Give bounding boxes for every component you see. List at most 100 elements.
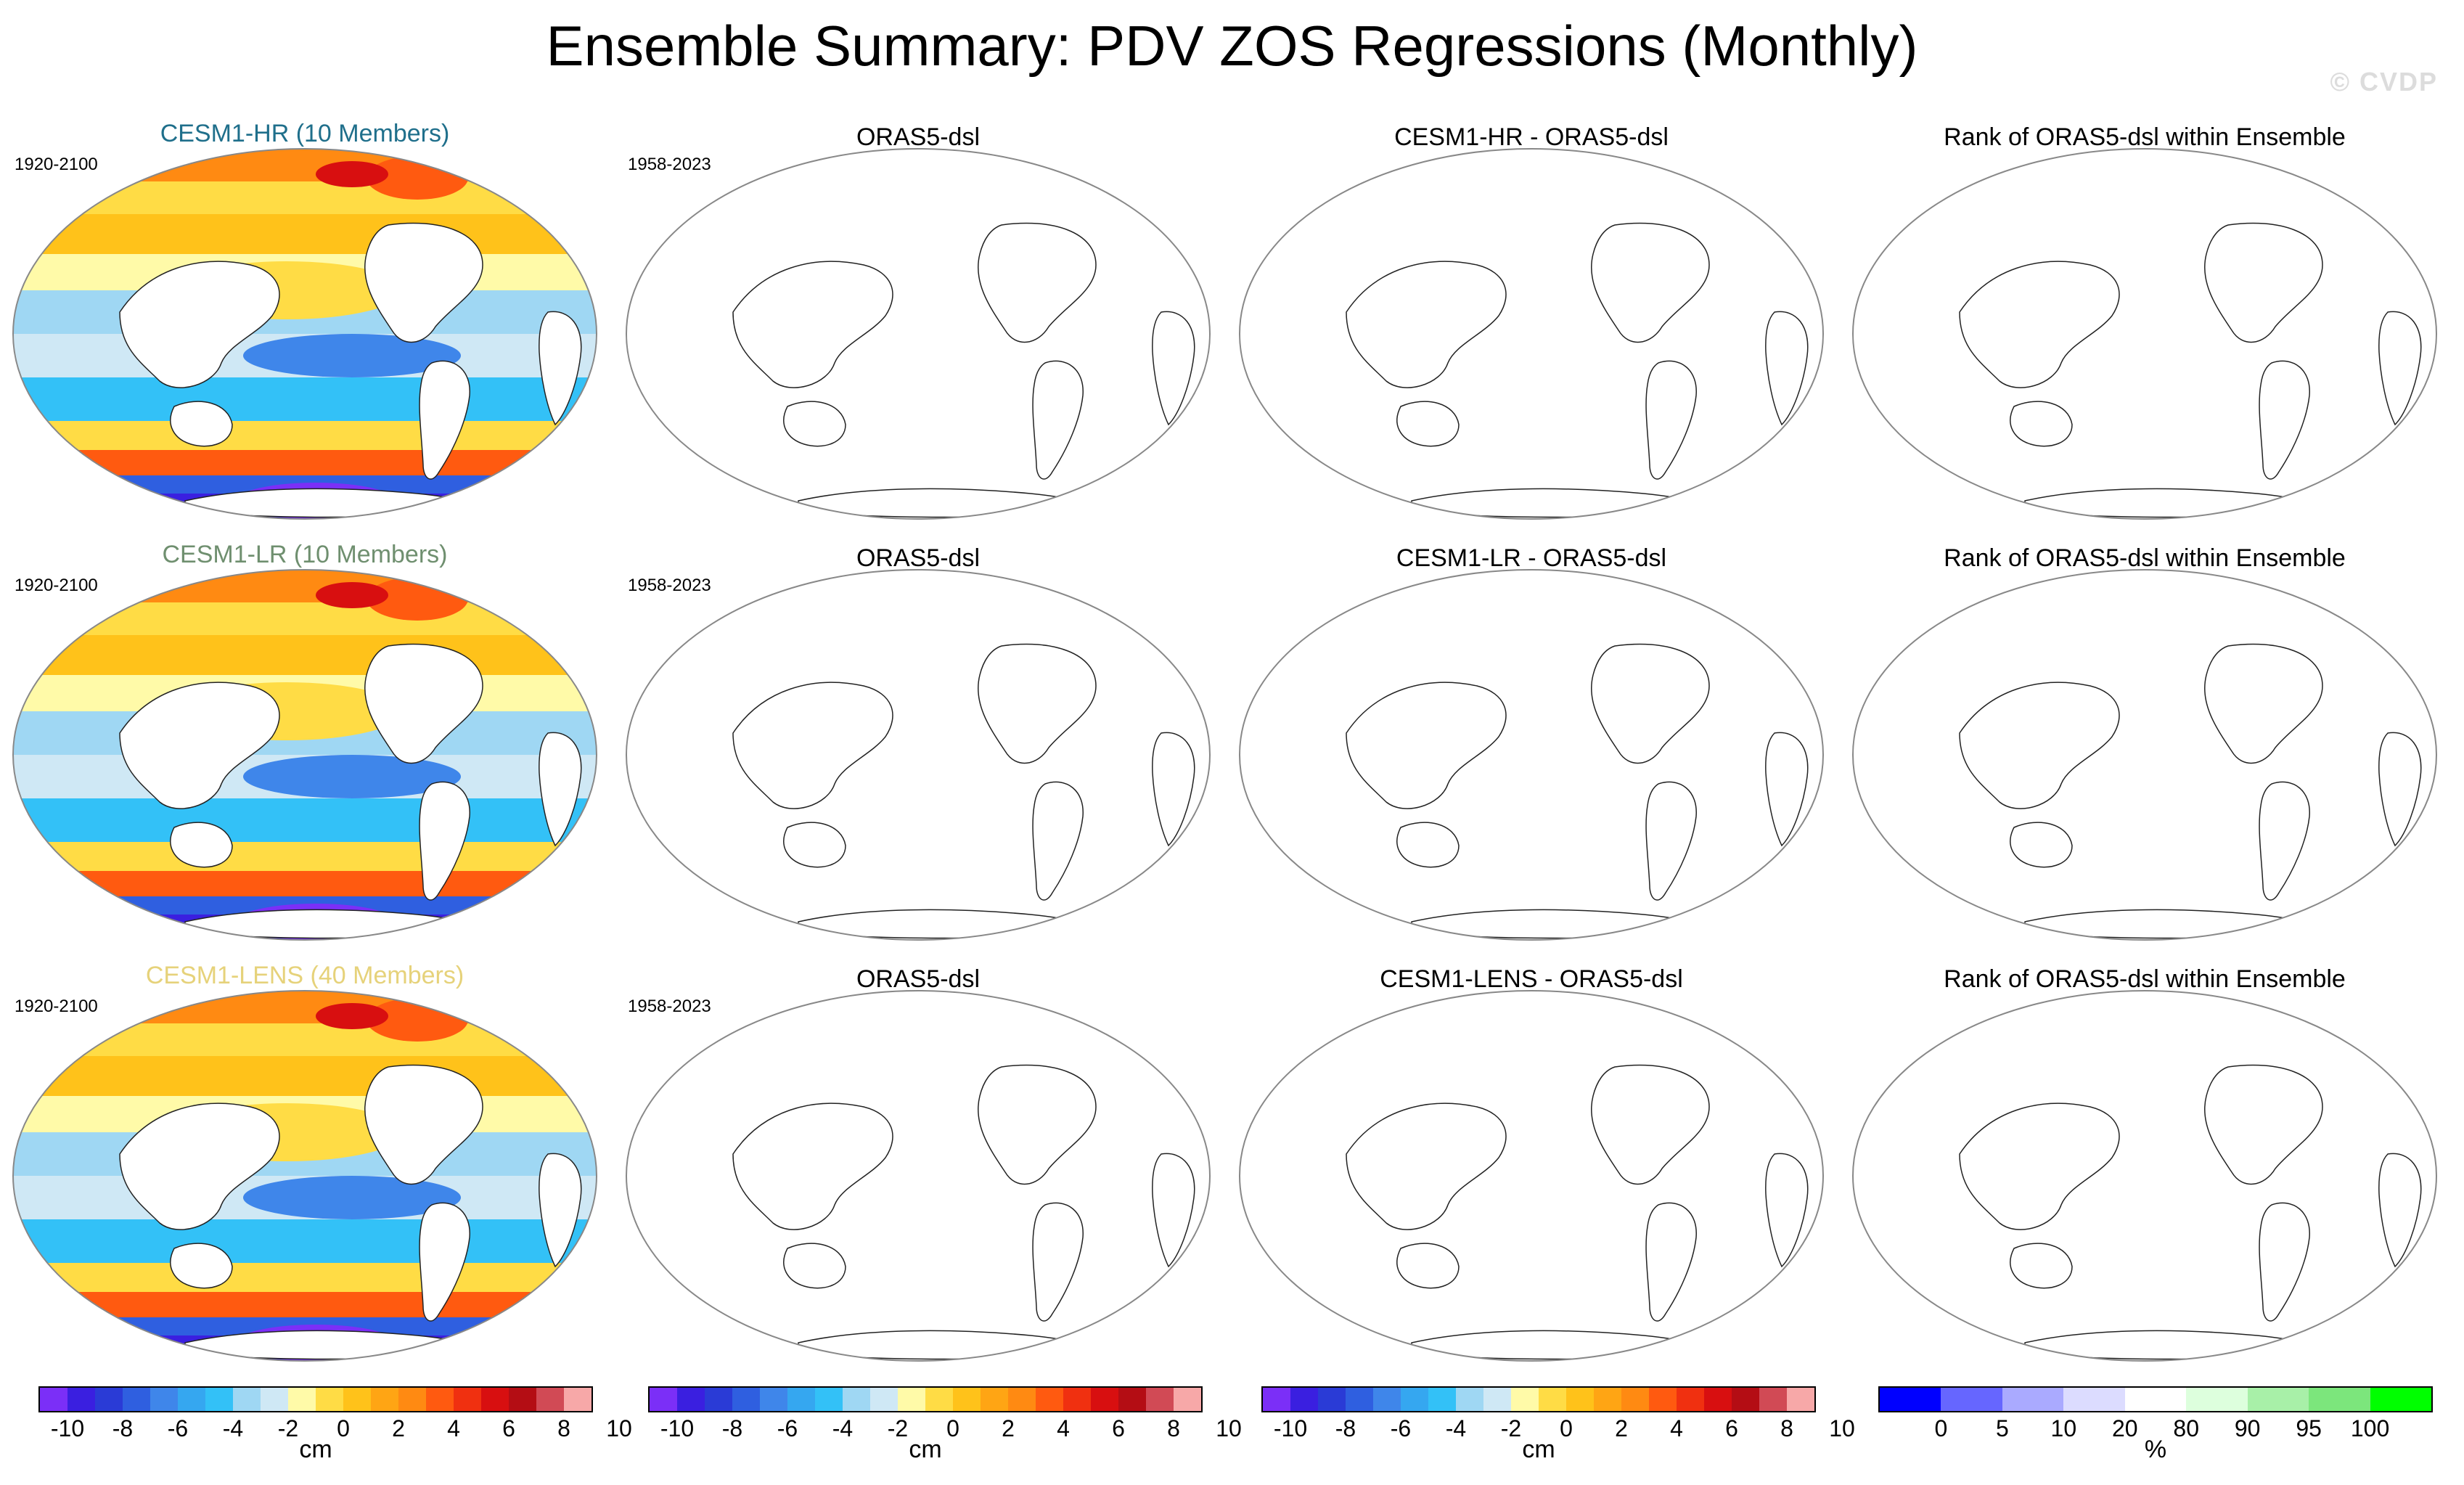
blank-map (626, 569, 1211, 941)
colorbar-swatch (1428, 1388, 1456, 1411)
continent-outline (1346, 261, 1507, 388)
field-anomaly (316, 1003, 388, 1029)
map-border (626, 990, 1211, 1362)
continent-outline (2010, 822, 2073, 868)
colorbar-swatch (481, 1388, 509, 1411)
colorbar-tick-label: -6 (777, 1415, 798, 1441)
colorbar-tick-label: -10 (1273, 1415, 1308, 1441)
colorbar-swatch (1704, 1388, 1732, 1411)
continent-outline (1396, 401, 1460, 447)
continent-outline (170, 1243, 233, 1289)
ensemble-period: 1920-2100 (15, 997, 98, 1016)
continent-outline (1645, 1202, 1697, 1322)
colorbar-swatch (1263, 1388, 1290, 1411)
colorbar-swatch (1401, 1388, 1428, 1411)
map-border (626, 569, 1211, 941)
colorbar-swatch (898, 1388, 925, 1411)
colorbar-tick-label: 8 (557, 1415, 570, 1441)
ensemble-period: 1920-2100 (15, 576, 98, 595)
colorbar-swatch (398, 1388, 426, 1411)
field-band (13, 1056, 597, 1096)
colorbar-swatch (1118, 1388, 1146, 1411)
continent-outline (1591, 1064, 1710, 1185)
colorbar-swatch (677, 1388, 705, 1411)
continent-outline (419, 1202, 470, 1322)
colorbar-swatch (732, 1388, 760, 1411)
cm-colorbar (38, 1386, 593, 1412)
colorbar-tick-label: 8 (1780, 1415, 1793, 1441)
colorbar-tick-label: 90 (2234, 1415, 2261, 1441)
continent-outline (1032, 781, 1084, 901)
colorbar-swatch (1008, 1388, 1036, 1411)
continent-outline (732, 1102, 893, 1230)
continent-outline (170, 822, 233, 868)
continent-outline (783, 822, 846, 868)
blank-map (1852, 569, 2437, 941)
colorbar-unit: cm (1522, 1436, 1555, 1463)
blank-map (1239, 990, 1824, 1362)
field-band (13, 842, 597, 871)
colorbar-unit: cm (299, 1436, 332, 1463)
continent-outline (1346, 1102, 1507, 1230)
colorbar-swatch (1677, 1388, 1704, 1411)
colorbar-swatch (870, 1388, 898, 1411)
colorbar-tick-label: -2 (1500, 1415, 1522, 1441)
continent-outline (1396, 822, 1460, 868)
map-border (1852, 990, 2437, 1362)
map-border (626, 148, 1211, 520)
colorbar-swatch (1036, 1388, 1063, 1411)
field-band (13, 1292, 597, 1317)
colorbar-swatch (953, 1388, 981, 1411)
map-border (1852, 148, 2437, 520)
colorbar-swatch (426, 1388, 454, 1411)
colorbar-tick-label: 2 (1002, 1415, 1015, 1441)
colorbar-swatch (40, 1388, 67, 1411)
colorbar-swatch (925, 1388, 953, 1411)
field-band (13, 602, 597, 635)
colorbar-tick-label: 4 (447, 1415, 460, 1441)
colorbar-swatch (815, 1388, 843, 1411)
continent-outline (1032, 360, 1084, 480)
obs-title: ORAS5-dsl (856, 123, 981, 151)
colorbar-tick-label: -4 (832, 1415, 854, 1441)
continent-outline (119, 1102, 280, 1230)
field-band (13, 377, 597, 421)
continent-outline (732, 261, 893, 388)
colorbar-swatch (2370, 1388, 2431, 1411)
ensemble-regression-map (12, 569, 597, 941)
blank-map (1239, 148, 1824, 520)
colorbar-swatch (288, 1388, 316, 1411)
continent-outline (1346, 682, 1507, 809)
continent-outline (1152, 1153, 1195, 1268)
colorbar-swatch (95, 1388, 123, 1411)
blank-map (1239, 569, 1824, 941)
continent-outline (783, 1243, 846, 1289)
cm-colorbar (648, 1386, 1203, 1412)
ensemble-regression-map (12, 990, 597, 1362)
colorbar-tick-label: 10 (1216, 1415, 1242, 1441)
colorbar-tick-label: 6 (1112, 1415, 1125, 1441)
colorbar-swatch (1063, 1388, 1091, 1411)
colorbar-swatch (1732, 1388, 1759, 1411)
map-border (1239, 569, 1824, 941)
obs-period: 1958-2023 (628, 576, 711, 595)
field-band (13, 1023, 597, 1056)
continent-outline (539, 1153, 582, 1268)
ensemble-title: CESM1-LR (10 Members) (162, 541, 448, 568)
colorbar-tick-label: -8 (721, 1415, 743, 1441)
map-border (12, 148, 597, 520)
colorbar-tick-label: 4 (1670, 1415, 1683, 1441)
obs-period: 1958-2023 (628, 997, 711, 1016)
colorbar-swatch (150, 1388, 178, 1411)
continent-outline (2378, 1153, 2422, 1268)
colorbar-tick-label: -8 (1335, 1415, 1356, 1441)
continent-outline (1152, 732, 1195, 847)
field-band (13, 450, 597, 475)
continent-outline (539, 732, 582, 847)
colorbar-swatch (536, 1388, 564, 1411)
main-title: Ensemble Summary: PDV ZOS Regressions (M… (546, 14, 1918, 78)
colorbar-swatch (760, 1388, 787, 1411)
colorbar-swatch (1649, 1388, 1677, 1411)
continent-outline (419, 781, 470, 901)
blank-map (1852, 148, 2437, 520)
